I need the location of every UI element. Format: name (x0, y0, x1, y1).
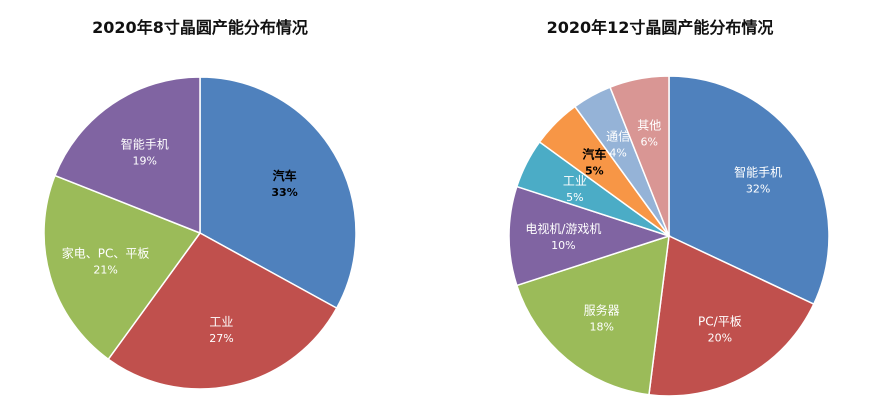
pie-slice (107, 232, 338, 390)
pie-slice (508, 185, 672, 287)
pie-slice (43, 174, 202, 361)
pie-8-inch-svg: 汽车 33% 工业 27% 家电、PC、平板 21% 智能手机 19% (43, 76, 357, 390)
slice-label: 汽车 (582, 146, 606, 161)
slice-label: 其他 (637, 118, 661, 132)
slice-value-label: 10% (551, 239, 575, 252)
slice-label: PC/平板 (698, 315, 742, 329)
slice-label: 汽车 (273, 168, 297, 183)
slice-label: 工业 (563, 174, 587, 188)
slice-value-label: 18% (589, 320, 613, 333)
slice-value-label: 19% (133, 155, 157, 168)
slice-value-label: 27% (209, 332, 233, 345)
slice-value-label: 6% (640, 135, 657, 148)
pie-slice (199, 76, 357, 310)
pie-chart-8-inch: 2020年8寸晶圆产能分布情况 汽车 33% 工业 27% 家电、PC、平板 21% 智能手… (0, 0, 400, 416)
slice-value-label: 32% (746, 182, 770, 195)
slice-value-label: 5% (566, 191, 583, 204)
slice-label: 工业 (209, 315, 233, 329)
slice-value-label: 33% (271, 186, 297, 199)
pie-slice (648, 234, 815, 397)
slice-value-label: 21% (93, 263, 117, 276)
slice-label: 家电、PC、平板 (62, 245, 150, 260)
pie-slice (515, 234, 670, 396)
slice-label: 通信 (606, 129, 630, 143)
pie-slice (609, 75, 670, 237)
slice-label: 电视机/游戏机 (525, 221, 601, 236)
slice-value-label: 5% (585, 164, 604, 177)
pie-12-inch-svg: 智能手机32%PC/平板20%服务器18%电视机/游戏机10%工业5%汽车5%通… (508, 75, 830, 397)
slice-label: 服务器 (584, 302, 620, 317)
slice-label: 智能手机 (734, 164, 782, 179)
chart-title: 2020年12寸晶圆产能分布情况 (546, 18, 774, 37)
pie-slice (668, 75, 830, 306)
slice-value-label: 4% (609, 146, 626, 159)
chart-title: 2020年8寸晶圆产能分布情况 (92, 18, 308, 37)
pie-chart-12-inch: 2020年12寸晶圆产能分布情况 智能手机 32% PC/平板 20% 服务器 18% 电视… (440, 0, 880, 416)
slice-label: 智能手机 (121, 137, 169, 152)
pie-slice (53, 76, 201, 235)
slice-value-label: 20% (708, 332, 732, 345)
